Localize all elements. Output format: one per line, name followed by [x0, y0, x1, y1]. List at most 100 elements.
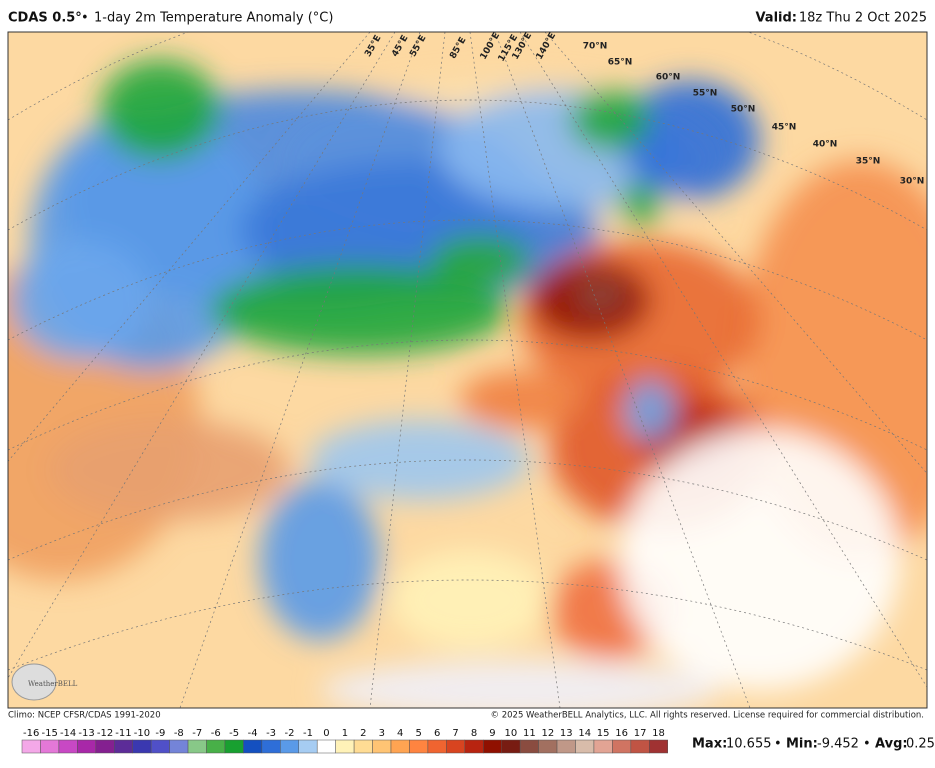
logo: WeatherBELL — [11, 663, 78, 701]
colorbar-swatch — [390, 739, 410, 754]
latitude-line — [8, 339, 927, 451]
valid-label: Valid: — [755, 11, 797, 26]
colorbar-swatch — [150, 739, 170, 754]
colorbar-label: -2 — [285, 728, 295, 739]
min-label: Min: — [786, 737, 818, 752]
anomaly-region — [460, 370, 580, 430]
colorbar-label: 13 — [560, 728, 573, 739]
colorbar-swatch — [483, 739, 502, 754]
anomaly-region — [210, 265, 510, 355]
latitude-label: 30°N — [900, 177, 925, 187]
colorbar-swatch — [464, 739, 484, 754]
avg-value: 0.255 — [906, 737, 935, 752]
latitude-line — [8, 219, 927, 341]
latitude-line — [8, 579, 927, 671]
colorbar-swatch — [224, 739, 244, 754]
latitude-label: 35°N — [856, 157, 881, 167]
colorbar-label: -13 — [78, 728, 94, 739]
colorbar-label: -10 — [134, 728, 150, 739]
anomaly-region — [310, 420, 530, 500]
anomaly-region — [320, 660, 720, 708]
colorbar-swatch — [21, 739, 41, 754]
colorbar-label: 16 — [615, 728, 628, 739]
latitude-label: 50°N — [731, 105, 756, 115]
anomaly-region — [620, 430, 900, 690]
latitude-label: 60°N — [656, 73, 681, 83]
map — [8, 32, 927, 708]
colorbar-label: -12 — [97, 728, 113, 739]
anomaly-region — [570, 90, 650, 150]
anomaly-region — [50, 420, 290, 520]
longitude-line — [8, 32, 396, 679]
colorbar-swatch — [630, 739, 650, 754]
colorbar-label: -7 — [192, 728, 202, 739]
separator: • — [774, 737, 782, 752]
colorbar-swatch — [40, 739, 60, 754]
colorbar-swatch — [427, 739, 447, 754]
separator: • — [863, 737, 871, 752]
colorbar-label: 1 — [342, 728, 348, 739]
anomaly-region — [620, 80, 760, 200]
colorbar-swatch — [649, 739, 668, 754]
anomaly-region — [430, 235, 530, 285]
colorbar-label: 8 — [471, 728, 477, 739]
anomaly-region — [10, 240, 150, 360]
colorbar-swatch — [612, 739, 632, 754]
colorbar-label: 6 — [434, 728, 440, 739]
colorbar-label: -8 — [174, 728, 184, 739]
colorbar-label: -3 — [266, 728, 276, 739]
separator: • — [81, 11, 89, 26]
climo-note: Climo: NCEP CFSR/CDAS 1991-2020 — [8, 711, 161, 721]
colorbar-label: -9 — [155, 728, 165, 739]
colorbar-swatch — [501, 739, 521, 754]
latitude-label: 45°N — [772, 123, 797, 133]
colorbar-label: -11 — [115, 728, 131, 739]
colorbar-label: -15 — [42, 728, 58, 739]
colorbar-swatch — [353, 739, 373, 754]
colorbar-swatch — [187, 739, 207, 754]
colorbar-swatch — [538, 739, 558, 754]
colorbar-swatch — [114, 739, 133, 754]
latitude-label: 55°N — [693, 89, 718, 99]
colorbar-label: 14 — [578, 728, 591, 739]
longitude-line — [544, 32, 927, 474]
longitude-line — [369, 32, 446, 708]
colorbar-swatch — [169, 739, 189, 754]
latitude-label: 65°N — [608, 58, 633, 68]
latitude-line — [8, 32, 927, 121]
colorbar-swatch — [519, 739, 539, 754]
map-frame — [7, 31, 928, 709]
colorbar-label: 0 — [323, 728, 329, 739]
longitude-line — [494, 32, 751, 708]
colorbar-swatch — [316, 739, 336, 754]
longitude-line — [469, 32, 561, 708]
colorbar-swatch — [593, 739, 613, 754]
colorbar-swatch — [280, 739, 299, 754]
colorbar-swatch — [372, 739, 392, 754]
logo-mark — [11, 663, 57, 701]
colorbar-label: 18 — [652, 728, 665, 739]
colorbar-label: -4 — [248, 728, 258, 739]
colorbar-swatch — [261, 739, 281, 754]
colorbar-swatch — [556, 739, 576, 754]
anomaly-region — [260, 480, 380, 640]
colorbar-label: 12 — [541, 728, 554, 739]
copyright: © 2025 WeatherBELL Analytics, LLC. All r… — [491, 711, 924, 721]
colorbar-swatch — [243, 739, 263, 754]
graticule — [8, 32, 927, 708]
colorbar-swatch — [409, 739, 429, 754]
avg-label: Avg: — [875, 737, 908, 752]
colorbar-label: 4 — [397, 728, 403, 739]
model-name: CDAS 0.5° — [8, 11, 82, 26]
min-value: -9.452 — [817, 737, 859, 752]
colorbar-label: 17 — [634, 728, 647, 739]
anomaly-region — [390, 550, 550, 650]
colorbar-label: 15 — [597, 728, 610, 739]
anomaly-region — [100, 60, 220, 160]
colorbar-label: 7 — [452, 728, 458, 739]
colorbar-label: -6 — [211, 728, 221, 739]
colorbar-swatch — [77, 739, 97, 754]
colorbar-swatch — [575, 739, 595, 754]
colorbar-label: 9 — [489, 728, 495, 739]
latitude-label: 70°N — [583, 42, 608, 52]
